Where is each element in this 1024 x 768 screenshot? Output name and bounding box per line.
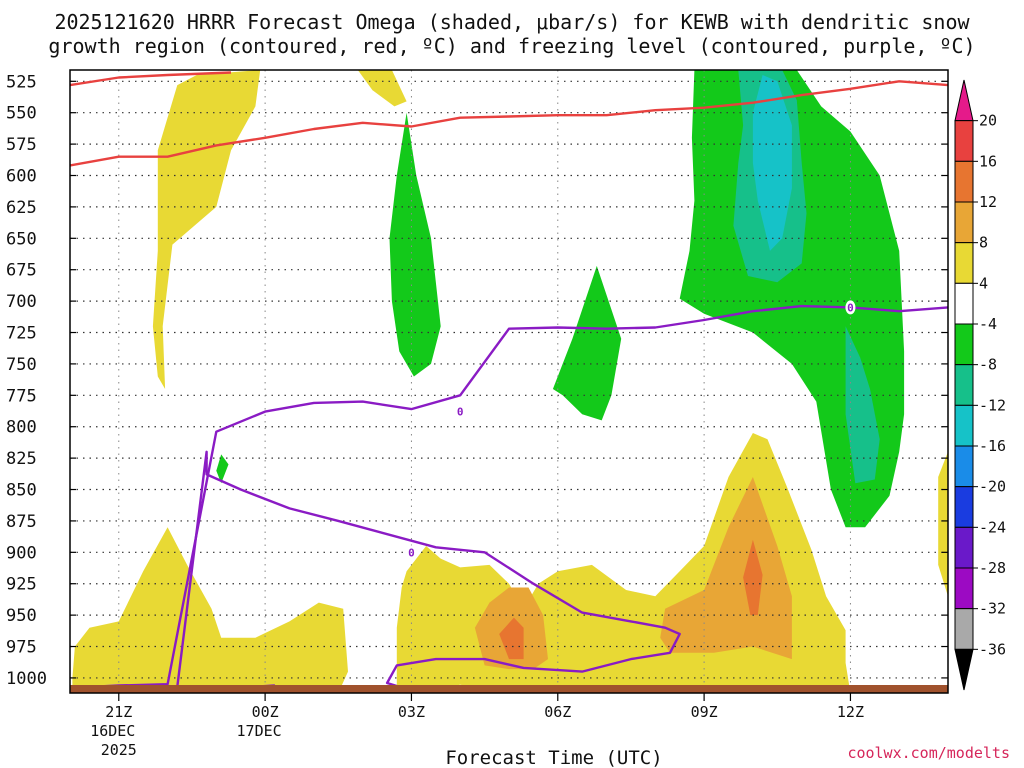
shaded-omega-fills [72,70,948,693]
colorbar-label-9: -20 [979,478,1006,496]
svg-text:0: 0 [408,546,415,559]
colorbar-swatch-8 [954,404,974,447]
x-tick-06Z: 06Z [544,703,571,721]
omega-region-2 [357,70,407,107]
y-tick-600: 600 [6,167,37,187]
colorbar-swatch-6 [954,323,974,366]
omega-region-0 [72,527,349,693]
omega-region-14 [845,326,880,484]
colorbar-label-5: -4 [979,315,997,333]
colorbar-swatch-7 [954,364,974,406]
colorbar-swatch-4 [954,242,974,284]
y-tick-825: 825 [6,449,37,469]
colorbar-swatch-14 [954,648,974,691]
omega-region-7 [499,617,524,660]
y-tick-575: 575 [6,135,37,155]
plot-frame [69,69,949,694]
colorbar-label-0: 20 [979,112,997,130]
colorbar-swatch-5 [954,282,974,325]
y-tick-975: 975 [6,638,37,658]
colorbar-label-12: -32 [979,600,1006,618]
colorbar-swatch-0 [954,79,974,122]
colorbar-label-3: 8 [979,234,988,252]
y-tick-550: 550 [6,104,37,124]
chart-title-line-2: growth region (contoured, red, ºC) and f… [48,34,976,58]
contour-0 [70,71,232,87]
y-tick-675: 675 [6,261,37,281]
x-tick-21Z: 21Z [105,703,132,721]
colorbar-swatch-13 [954,608,974,650]
colorbar-label-13: -36 [979,640,1006,658]
contour-label-0: 0 [455,404,466,419]
y-tick-950: 950 [6,606,37,626]
axes: 525 550 575 600 625 650 675 700 725 750 775 800 825 8… [6,69,949,768]
colorbar-swatch-10 [954,486,974,528]
colorbar-label-7: -12 [979,396,1006,414]
colorbar-label-11: -28 [979,559,1006,577]
omega-region-4 [938,451,948,597]
x-tick-00Z: 00Z [252,703,279,721]
colorbar-label-10: -24 [979,518,1006,536]
y-tick-650: 650 [6,229,37,249]
y-tick-750: 750 [6,355,37,375]
contour-label-1: 0 [406,545,417,560]
omega-region-9 [389,112,441,377]
colorbar-swatch-9 [954,445,974,488]
y-tick-900: 900 [6,543,37,563]
y-tick-800: 800 [6,418,37,438]
y-tick-1000: 1000 [6,669,47,689]
y-tick-850: 850 [6,481,37,501]
colorbar-swatch-2 [954,160,974,203]
colorbar-swatch-11 [954,526,974,569]
omega-region-10 [552,265,622,421]
colorbar-swatch-1 [954,120,974,162]
colorbar-label-1: 16 [979,152,997,170]
x-tick-date-21Z: 16DEC [90,722,135,740]
ground-surface [70,685,948,693]
y-tick-700: 700 [6,292,37,312]
y-tick-625: 625 [6,198,37,218]
contour-1 [70,80,948,167]
x-tick-12Z: 12Z [837,703,864,721]
omega-region-1 [152,70,261,389]
colorbar-swatch-3 [954,201,974,244]
colorbar-label-4: 4 [979,274,988,292]
chart-title-line-1: 2025121620 HRRR Forecast Omega (shaded, … [54,10,970,34]
contour-2 [70,304,948,690]
y-tick-525: 525 [6,72,37,92]
omega-region-11 [216,454,229,484]
ground-strip [70,685,948,693]
omega-region-15 [752,75,792,251]
x-tick-09Z: 09Z [691,703,718,721]
source-credit: coolwx.com/modelts [847,744,1010,762]
svg-text:0: 0 [457,406,464,419]
omega-region-8 [743,539,763,616]
colorbar-label-8: -16 [979,437,1006,455]
colorbar-swatch-12 [954,567,974,610]
colorbar-label-2: 12 [979,193,997,211]
x-tick-date-00Z: 17DEC [237,722,282,740]
contour-label-3: 0 [845,300,856,315]
y-tick-875: 875 [6,512,37,532]
x-axis-label: Forecast Time (UTC) [445,747,662,768]
y-tick-775: 775 [6,386,37,406]
y-tick-925: 925 [6,575,37,595]
omega-region-6 [660,477,792,660]
svg-text:0: 0 [847,301,854,314]
y-tick-725: 725 [6,324,37,344]
colorbar: 20 16 12 8 4 -4 -8 -12 -16 -20 -24 -28 -32 -36 [954,79,1006,691]
colorbar-label-6: -8 [979,356,997,374]
x-tick-03Z: 03Z [398,703,425,721]
x-tick-year-21Z: 2025 [101,741,137,759]
